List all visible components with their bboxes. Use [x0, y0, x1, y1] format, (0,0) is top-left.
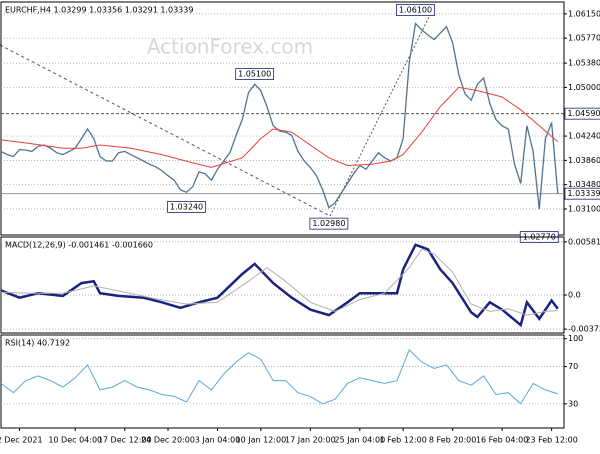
series-line: [0, 243, 559, 328]
level-label: 1.03339: [567, 189, 600, 198]
y-tick-label: 1.05000: [568, 83, 600, 92]
x-tick-label: 10 Dec 04:00: [48, 436, 102, 445]
series-line: [0, 86, 559, 168]
x-tick-label: 3 Jan 04:00: [195, 436, 241, 445]
y-tick-label: 1.03100: [568, 204, 600, 213]
panel-frame: [0, 334, 565, 429]
x-tick-label: 25 Jan 04:00: [335, 436, 386, 445]
x-tick-label: 23 Feb 12:00: [525, 436, 577, 445]
y-tick-label: 1.05770: [568, 34, 600, 43]
y-tick-label: 30: [568, 399, 578, 408]
annotation-label: 1.02980: [312, 219, 345, 228]
annotation-label-box: [309, 217, 349, 230]
x-tick-label: 10 Jan 12:00: [236, 436, 287, 445]
panel-title: EURCHF,H4 1.03299 1.03356 1.03291 1.0333…: [5, 6, 193, 15]
annotation-label: 1.05100: [238, 70, 271, 79]
level-label-box: [564, 107, 600, 120]
series-line: [0, 22, 559, 210]
y-tick-label: 1.06150: [568, 9, 600, 18]
x-tick-label: 17 Jan 20:00: [285, 436, 336, 445]
y-tick-label: 70: [568, 362, 578, 371]
y-tick-label: 1.04240: [568, 132, 600, 141]
y-tick-label: 0.0: [568, 291, 581, 300]
level-label-box: [564, 187, 600, 200]
annotation-label-box: [167, 201, 207, 213]
series-line: [0, 248, 558, 316]
x-tick-label: 24 Dec 20:00: [141, 436, 195, 445]
y-tick-label: 100: [568, 334, 583, 343]
level-label: 1.04590: [567, 109, 600, 118]
panel-title: MACD(12,26,9) -0.001461 -0.001660: [5, 241, 153, 250]
annotation-label-box: [235, 68, 275, 80]
x-tick-label: 8 Feb 20:00: [429, 436, 476, 445]
panel-title: RSI(14) 40.7192: [5, 339, 70, 348]
x-tick-label: 2 Dec 2021: [0, 436, 43, 445]
y-tick-label: 1.03860: [568, 156, 600, 165]
x-tick-label: 17 Dec 12:00: [98, 436, 152, 445]
y-tick-label: 0.005818: [568, 237, 600, 246]
annotation-label: 1.03240: [170, 203, 203, 212]
annotation-label: 1.06100: [399, 6, 432, 15]
trend-line: [0, 44, 331, 217]
series-line: [0, 349, 558, 405]
y-tick-label: 1.05380: [568, 59, 600, 68]
trend-line: [329, 14, 431, 217]
annotation-label-box: [396, 4, 435, 16]
x-tick-label: 16 Feb 04:00: [476, 436, 528, 445]
panel-frame: [0, 1, 565, 236]
x-tick-label: 1 Feb 12:00: [379, 436, 426, 445]
y-tick-label: 1.03480: [568, 180, 600, 189]
panel-frame: [0, 236, 565, 334]
y-tick-label: -0.003733: [568, 325, 600, 334]
